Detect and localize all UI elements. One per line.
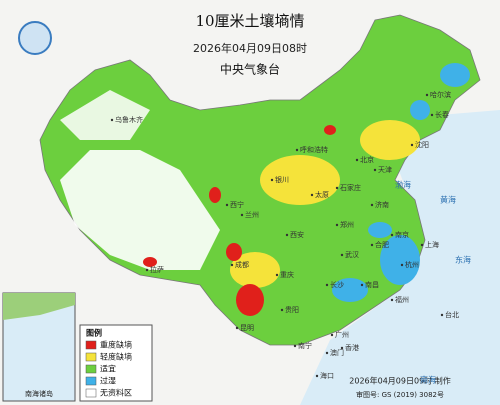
agency: 中央气象台 [220,62,280,77]
city-marker [270,178,274,182]
city-label: 昆明 [240,324,254,332]
city-marker [335,223,339,227]
inset-label: 南海诸岛 [25,389,53,398]
time: 2026年04月09日08时 [193,41,307,55]
city-marker [390,233,394,237]
city-label: 广州 [335,330,349,339]
city-label: 西宁 [230,200,244,209]
city-marker [340,346,344,350]
city-label: 银川 [275,175,289,184]
sea-label: 渤海 [395,180,411,190]
city-marker [285,233,289,237]
city-marker [325,351,329,355]
city-label: 海口 [320,371,334,380]
logo [18,21,52,55]
city-label: 太原 [315,190,329,199]
city-marker [420,243,424,247]
city-marker [390,298,394,302]
city-marker [325,283,329,287]
city-label: 武汉 [345,250,359,259]
city-label: 上海 [425,240,439,249]
city-marker [280,308,284,312]
city-label: 石家庄 [340,183,361,192]
city-label: 重庆 [280,270,294,279]
legend-label: 轻度缺墒 [100,352,132,362]
sea [300,110,500,405]
city-marker [440,313,444,317]
city-marker [335,186,339,190]
city-label: 合肥 [375,240,389,249]
city-marker [370,203,374,207]
city-label: 郑州 [340,221,354,229]
city-label: 南宁 [298,341,312,350]
city-label: 天津 [378,166,392,174]
city-label: 南昌 [365,280,379,289]
moisture-patches [60,63,470,316]
city-label: 西安 [290,230,304,239]
city-marker [330,333,334,337]
city-marker [310,193,314,197]
city-label: 贵阳 [285,305,299,314]
city-marker [360,283,364,287]
city-label: 北京 [360,155,374,164]
legend-label: 过湿 [100,376,116,386]
city-marker [295,148,299,152]
city-marker [340,253,344,257]
legend-swatch [85,364,97,374]
city-label: 兰州 [245,210,259,219]
city-marker [373,168,377,172]
city-marker [293,344,297,348]
sea-label: 东海 [455,255,471,265]
city-marker [430,113,434,117]
legend-swatch [85,388,97,398]
city-marker [235,326,239,330]
legend-label: 重度缺墒 [100,340,132,350]
legend-swatch [85,340,97,350]
city-label: 长沙 [330,280,344,289]
city-marker [355,158,359,162]
city-label: 拉萨 [150,265,164,274]
city-label: 呼和浩特 [300,145,328,154]
city-label: 澳门 [330,348,344,357]
city-marker [225,203,229,207]
inset: 南海诸岛 [2,292,76,402]
legend-swatch [85,376,97,386]
legend-label: 无资料区 [100,388,132,398]
city-marker [425,93,429,97]
city-label: 福州 [395,295,409,304]
legend-swatch [85,352,97,362]
city-marker [240,213,244,217]
city-marker [315,374,319,378]
city-marker [410,143,414,147]
city-label: 长春 [435,110,449,119]
city-marker [275,273,279,277]
city-marker [145,268,149,272]
sea-label: 南海 [420,375,436,385]
city-marker [370,243,374,247]
legend-label: 适宜 [100,364,116,374]
city-label: 杭州 [405,260,419,269]
footer-made: 2026年04月09日09时 制作 [349,376,450,386]
legend-title: 图例 [86,328,102,338]
footer-approval: 审图号: GS (2019) 3082号 [356,390,444,399]
city-marker [110,118,114,122]
city-label: 成都 [235,260,249,269]
city-label: 台北 [445,310,459,319]
sea-label: 黄海 [440,195,456,205]
city-label: 济南 [375,200,389,209]
city-marker [230,263,234,267]
city-label: 哈尔滨 [430,90,451,99]
city-label: 乌鲁木齐 [115,115,143,124]
city-marker [400,263,404,267]
city-label: 沈阳 [415,140,429,149]
city-label: 南京 [395,230,409,239]
title: 10厘米土壤墒情 [195,12,304,30]
city-label: 香港 [345,343,359,352]
